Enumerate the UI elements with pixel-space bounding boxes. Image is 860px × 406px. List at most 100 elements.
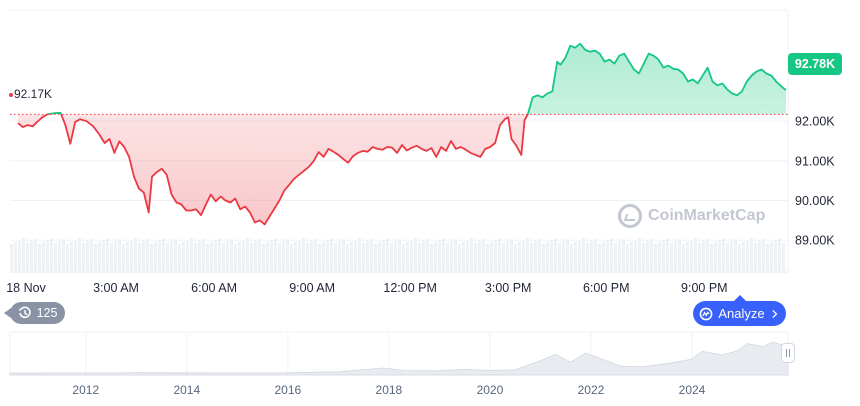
volume-bar — [134, 238, 137, 272]
volume-bar — [174, 239, 177, 272]
volume-bar — [630, 242, 633, 272]
volume-bar — [678, 239, 681, 272]
volume-bar — [358, 238, 361, 272]
volume-bar — [126, 242, 129, 272]
volume-bar — [398, 239, 401, 272]
volume-bar — [10, 244, 13, 272]
volume-bar — [618, 241, 621, 272]
navigator-axis: 2012 2014 2016 2018 2020 2022 2024 — [72, 383, 705, 397]
volume-bar — [758, 241, 761, 272]
volume-bar — [46, 240, 49, 272]
volume-bar — [194, 243, 197, 272]
volume-bar — [226, 241, 229, 272]
volume-bar — [782, 243, 785, 272]
volume-bar — [186, 240, 189, 272]
volume-bar — [754, 243, 757, 272]
volume-bar — [166, 243, 169, 272]
volume-bar — [766, 244, 769, 272]
volume-bar — [590, 241, 593, 272]
volume-bar — [566, 239, 569, 272]
volume-bar — [542, 244, 545, 272]
volume-bar — [634, 240, 637, 272]
volume-bar — [154, 242, 157, 272]
volume-bar — [182, 242, 185, 272]
volume-bar — [746, 240, 749, 272]
volume-bar — [94, 244, 97, 272]
volume-bar — [286, 239, 289, 272]
navigator-chart[interactable] — [9, 331, 789, 376]
volume-bar — [690, 240, 693, 272]
volume-bar — [270, 240, 273, 272]
volume-bar — [414, 238, 417, 272]
volume-bar — [338, 241, 341, 272]
volume-bar — [462, 242, 465, 272]
volume-bar — [366, 241, 369, 272]
volume-bar — [626, 244, 629, 272]
volume-bar — [38, 244, 41, 272]
volume-bar — [266, 242, 269, 272]
volume-bar — [306, 243, 309, 272]
volume-bar — [586, 243, 589, 272]
volume-bar — [106, 238, 109, 272]
volume-bar — [334, 243, 337, 272]
volume-bar — [486, 244, 489, 272]
volume-bar — [122, 244, 125, 272]
volume-bar — [546, 242, 549, 272]
volume-bar — [22, 238, 25, 272]
volume-bar — [638, 238, 641, 272]
volume-bar — [138, 243, 141, 272]
volume-bar — [778, 238, 781, 272]
volume-bar — [322, 242, 325, 272]
volume-bar — [738, 244, 741, 272]
volume-bar — [422, 241, 425, 272]
volume-bar — [558, 243, 561, 272]
volume-bar — [714, 242, 717, 272]
volume-bar — [578, 240, 581, 272]
volume-bar — [74, 240, 77, 272]
volume-bars — [10, 238, 785, 272]
volume-bar — [706, 239, 709, 272]
volume-bar — [418, 243, 421, 272]
volume-bar — [282, 241, 285, 272]
volume-bar — [326, 240, 329, 272]
x-tick-label: 6:00 PM — [583, 281, 630, 295]
volume-bar — [466, 240, 469, 272]
volume-bar — [190, 238, 193, 272]
volume-bar — [294, 242, 297, 272]
volume-bar — [650, 239, 653, 272]
volume-bar — [674, 241, 677, 272]
volume-bar — [30, 241, 33, 272]
volume-bar — [670, 243, 673, 272]
volume-bar — [506, 241, 509, 272]
volume-bar — [354, 240, 357, 272]
volume-bar — [42, 242, 45, 272]
volume-bar — [62, 239, 65, 272]
analyze-button[interactable]: Analyze — [693, 295, 786, 326]
volume-bar — [426, 239, 429, 272]
line-below-open — [17, 114, 529, 226]
open-price-label: 92.17K — [14, 87, 53, 101]
volume-bar — [698, 243, 701, 272]
volume-bar — [130, 240, 133, 272]
volume-bar — [210, 242, 213, 272]
volume-bar — [390, 243, 393, 272]
volume-bar — [382, 240, 385, 272]
volume-bar — [146, 239, 149, 272]
navigator-year-label: 2022 — [578, 383, 605, 397]
y-axis: 92.00K 91.00K 90.00K 89.00K — [795, 115, 835, 248]
volume-bar — [98, 242, 101, 272]
volume-bar — [302, 238, 305, 272]
events-button[interactable]: 125 — [4, 302, 65, 324]
volume-bar — [150, 244, 153, 272]
volume-bar — [622, 239, 625, 272]
x-tick-label: 12:00 PM — [383, 281, 437, 295]
volume-bar — [442, 238, 445, 272]
navigator-handle[interactable] — [781, 343, 795, 363]
volume-bar — [606, 240, 609, 272]
volume-bar — [310, 241, 313, 272]
price-area — [18, 43, 786, 225]
volume-bar — [54, 243, 57, 272]
volume-bar — [598, 244, 601, 272]
navigator-year-label: 2020 — [477, 383, 504, 397]
